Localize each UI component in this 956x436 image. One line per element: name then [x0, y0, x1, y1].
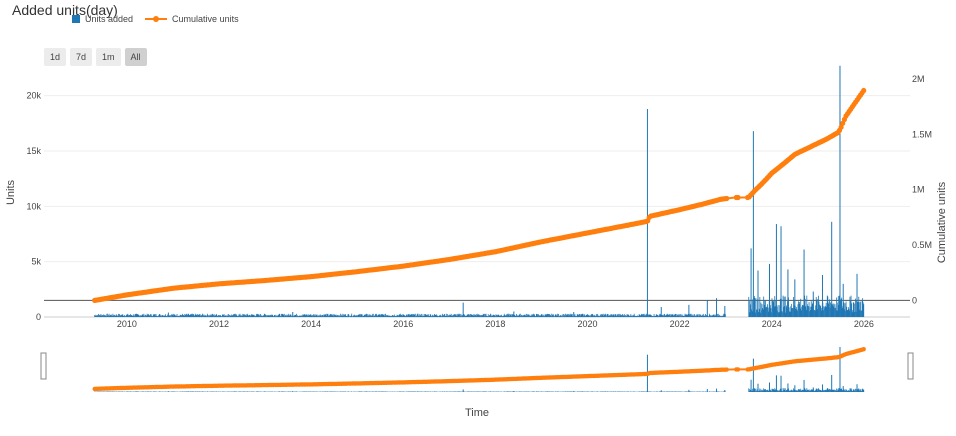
legend-label-cumulative: Cumulative units [172, 14, 239, 24]
legend: Units added Cumulative units [72, 14, 239, 24]
bars-series-main [94, 65, 865, 317]
range-button-all[interactable]: All [124, 48, 147, 66]
cumulative-point [724, 195, 730, 202]
x-tick-label: 2020 [578, 319, 598, 329]
legend-line-swatch [145, 15, 168, 23]
line-series-main [92, 87, 867, 303]
y2-axis-title: Cumulative units [936, 181, 948, 263]
y2-tick-label: 2M [912, 74, 925, 84]
chart-title: Added units(day) [12, 2, 118, 18]
x-tick-label: 2016 [393, 319, 413, 329]
cumulative-point [735, 367, 741, 372]
range-button-7d[interactable]: 7d [70, 48, 93, 66]
y-tick-label: 0 [36, 312, 41, 322]
range-slider-left-handle[interactable] [40, 352, 47, 380]
x-tick-label: 2022 [670, 319, 690, 329]
range-slider-right-handle[interactable] [907, 352, 914, 380]
cumulative-point [735, 194, 741, 201]
range-button-1m[interactable]: 1m [96, 48, 121, 66]
y-tick-label: 10k [26, 201, 41, 211]
x-tick-label: 2014 [301, 319, 321, 329]
x-tick-label: 2026 [854, 319, 874, 329]
range-selector: 1d 7d 1m All [44, 48, 147, 66]
y2-tick-label: 1M [912, 185, 925, 195]
cumulative-point [838, 124, 844, 130]
y2-tick-label: 1.5M [912, 129, 932, 139]
y2-tick-label: 0.5M [912, 240, 932, 250]
y-tick-label: 20k [26, 91, 41, 101]
legend-item-cumulative[interactable]: Cumulative units [145, 14, 239, 24]
legend-label-units-added: Units added [85, 14, 134, 24]
cumulative-point [724, 367, 729, 372]
range-button-1d[interactable]: 1d [44, 48, 67, 66]
range-slider-line [92, 347, 866, 392]
x-tick-label: 2012 [209, 319, 229, 329]
x-tick-label: 2010 [117, 319, 137, 329]
x-tick-label: 2024 [762, 319, 782, 329]
x-tick-label: 2018 [485, 319, 505, 329]
legend-item-units-added[interactable]: Units added [72, 14, 133, 24]
cumulative-point [861, 87, 867, 94]
y-tick-label: 5k [31, 257, 41, 267]
legend-bar-swatch [72, 15, 80, 23]
y-axis-title: Units [5, 179, 17, 205]
y-tick-label: 15k [26, 146, 41, 156]
x-axis-title: Time [465, 407, 489, 419]
cumulative-point [861, 347, 866, 352]
range-slider-bars [94, 346, 865, 392]
y2-tick-label: 0 [912, 295, 917, 305]
